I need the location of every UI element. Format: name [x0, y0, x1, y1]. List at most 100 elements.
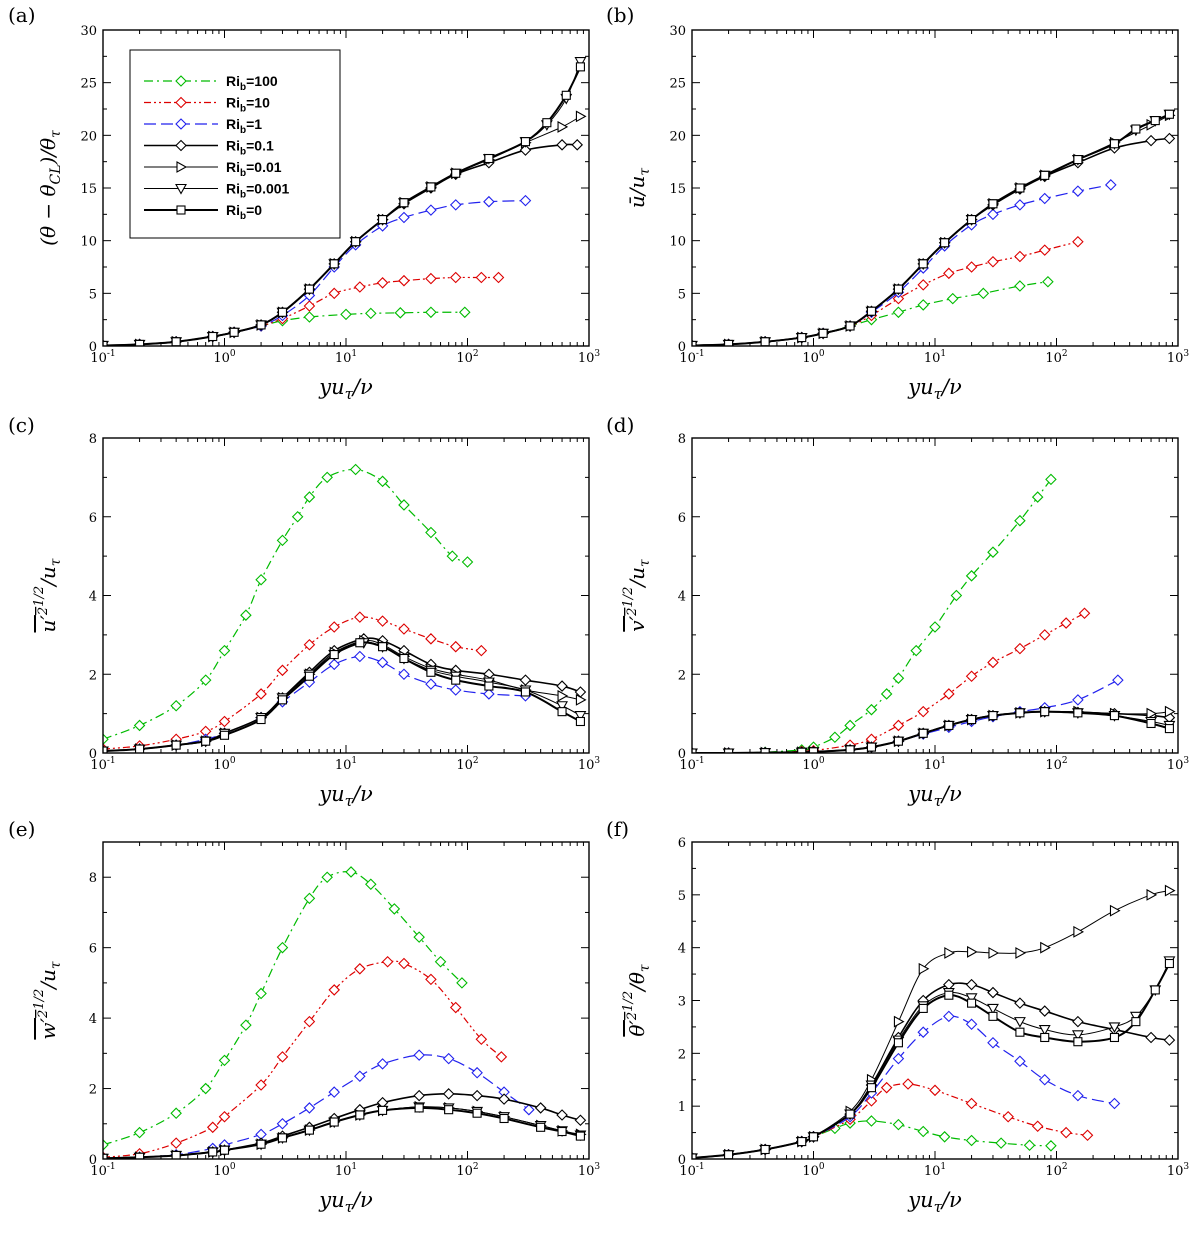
data-point — [1014, 250, 1026, 263]
y-axis-label: (θ − θCL)/θτ — [36, 130, 64, 246]
data-point — [938, 1131, 951, 1143]
data-point — [557, 689, 569, 702]
y-axis-label: ū/uτ — [625, 168, 653, 209]
data-point — [398, 274, 410, 287]
data-point — [987, 656, 999, 669]
data-point — [1015, 708, 1025, 718]
data-point — [199, 674, 212, 686]
y-tick-label: 20 — [80, 129, 97, 144]
series-line-Ri_b=1 — [692, 679, 1119, 753]
series-line-Ri_b=0.1 — [692, 137, 1170, 346]
data-point — [206, 1121, 219, 1134]
data-point — [944, 990, 954, 1000]
data-point — [426, 667, 436, 677]
data-point — [724, 339, 734, 346]
data-point — [399, 198, 409, 208]
data-point — [797, 333, 807, 343]
data-point — [328, 1086, 341, 1098]
data-point — [171, 740, 181, 750]
data-point — [967, 714, 977, 725]
y-tick-label: 4 — [89, 590, 97, 605]
data-point — [1060, 617, 1072, 629]
data-point — [328, 287, 341, 300]
y-tick-label: 15 — [669, 182, 686, 197]
legend-entry: Rib=0.001 — [226, 181, 290, 201]
data-point — [321, 871, 333, 884]
y-tick-label: 6 — [678, 836, 686, 851]
data-point — [329, 650, 339, 660]
plot-frame — [102, 29, 590, 347]
data-point — [398, 499, 410, 511]
data-point — [944, 947, 955, 959]
data-point — [133, 719, 146, 732]
data-point — [556, 139, 568, 151]
data-point — [170, 699, 182, 712]
data-point — [1109, 139, 1120, 149]
data-point — [1108, 1022, 1121, 1034]
series-group — [692, 109, 1176, 346]
data-point — [865, 1095, 878, 1107]
data-point — [328, 984, 341, 996]
data-point — [425, 678, 437, 690]
x-axis-label: yuτ/ν — [907, 375, 962, 403]
data-point — [1038, 1005, 1051, 1017]
y-tick-label: 0 — [89, 1153, 97, 1168]
series-line-Ri_b=10 — [103, 276, 499, 346]
data-point — [321, 471, 333, 484]
data-point — [304, 671, 314, 681]
data-point — [413, 931, 425, 943]
data-point — [965, 978, 978, 991]
data-point — [1081, 1129, 1094, 1142]
plot-frame — [691, 29, 1179, 347]
y-tick-label: 8 — [89, 432, 97, 447]
y-tick-label: 10 — [669, 235, 686, 250]
data-point — [1145, 134, 1157, 147]
data-point — [449, 684, 462, 696]
y-tick-label: 30 — [80, 24, 97, 39]
series-line-Ri_b=0.01 — [692, 890, 1170, 1159]
data-point — [575, 110, 587, 123]
data-point — [845, 745, 855, 753]
data-point — [442, 1088, 455, 1100]
x-tick-label: 103 — [578, 349, 601, 366]
data-point — [880, 1081, 893, 1094]
data-point — [943, 267, 955, 280]
data-point — [556, 701, 568, 712]
data-point — [1072, 235, 1084, 248]
legend-entry: Rib=0.01 — [226, 159, 282, 179]
data-point — [218, 1054, 231, 1067]
data-point — [201, 736, 211, 746]
data-point — [1015, 947, 1027, 959]
y-tick-label: 2 — [678, 668, 686, 683]
data-point — [988, 1011, 998, 1021]
data-point — [328, 621, 341, 633]
data-point — [354, 1070, 366, 1083]
panel-c: (c) 10-1 100 101 102 103 0 2 4 6 8 yuτ/ν u′21/2/uτ — [8, 413, 600, 810]
x-tick-label: 100 — [802, 756, 825, 773]
data-point — [892, 672, 905, 684]
data-point — [940, 238, 950, 248]
data-point — [461, 556, 474, 568]
data-point — [880, 688, 893, 700]
data-point — [303, 311, 316, 323]
y-tick-label: 2 — [678, 1047, 686, 1062]
data-point — [398, 957, 410, 970]
data-point — [354, 963, 366, 975]
data-point — [1002, 1110, 1014, 1123]
y-tick-label: 20 — [669, 129, 686, 144]
data-point — [519, 674, 532, 686]
data-point — [893, 1038, 903, 1048]
data-point — [1164, 705, 1176, 718]
data-point — [542, 118, 552, 128]
data-point — [950, 589, 963, 602]
data-point — [354, 611, 366, 623]
x-tick-label: 101 — [335, 756, 357, 773]
data-point — [1078, 607, 1091, 619]
x-axis-label: yuτ/ν — [318, 375, 373, 403]
y-axis-label: w′21/2/uτ — [32, 961, 64, 1040]
data-point — [495, 1051, 508, 1063]
data-point — [1109, 1032, 1120, 1043]
data-point — [523, 1103, 535, 1116]
series-line-Ri_b=1 — [103, 1054, 530, 1159]
data-point — [1150, 116, 1160, 126]
